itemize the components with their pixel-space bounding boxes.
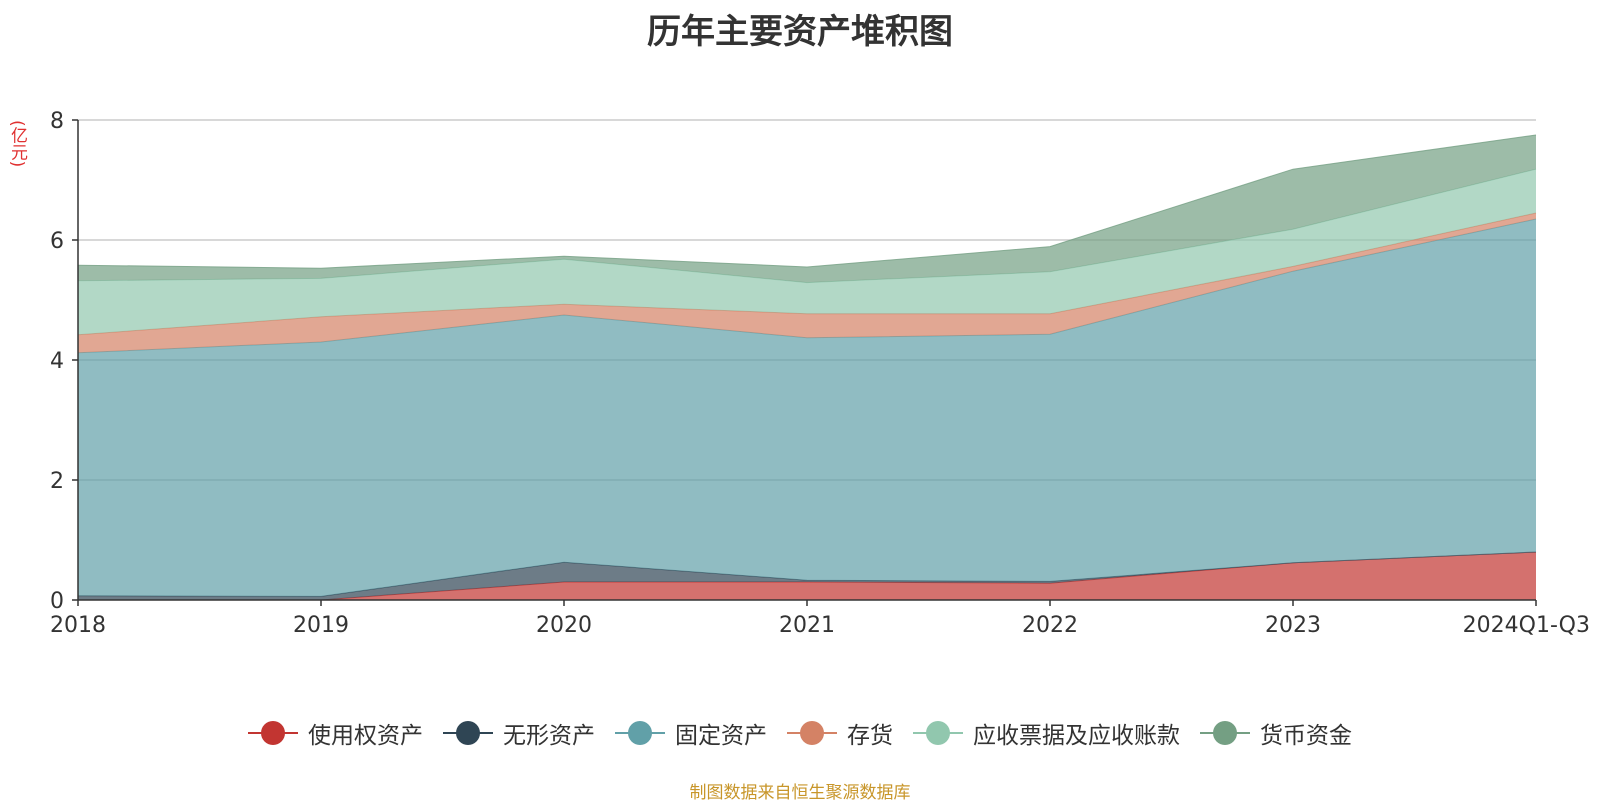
x-tick-label: 2021 [779,613,835,638]
area-series-3 [78,213,1536,353]
x-tick-label: 2018 [50,613,106,638]
x-tick-label: 2022 [1022,613,1078,638]
data-source-note: 制图数据来自恒生聚源数据库 [689,783,911,803]
legend-label: 固定资产 [675,723,767,749]
legend-item[interactable]: 存货 [787,716,893,750]
area-series-4 [78,169,1536,335]
area-series-2 [78,219,1536,597]
legend-marker-icon [1200,721,1250,745]
legend-label: 货币资金 [1260,723,1352,749]
legend-marker-icon [913,721,963,745]
area-series-1 [78,552,1536,600]
area-series-5 [78,135,1536,283]
legend-label: 使用权资产 [308,723,423,749]
area-layer [77,134,1537,601]
legend-marker-icon [787,721,837,745]
x-tick-label: 2023 [1265,613,1321,638]
legend-marker-icon [615,721,665,745]
legend-marker-icon [443,721,493,745]
legend-item[interactable]: 固定资产 [615,716,767,750]
area-series-0 [78,552,1536,600]
x-tick-label: 2024Q1-Q3 [1463,613,1590,638]
legend-item[interactable]: 货币资金 [1200,716,1352,750]
series-line-5 [77,134,1537,269]
legend-marker-icon [248,721,298,745]
y-tick-label: 0 [50,589,64,614]
y-tick-label: 6 [50,229,64,254]
chart-title: 历年主要资产堆积图 [647,12,953,52]
legend-item[interactable]: 使用权资产 [248,716,423,750]
y-axis-unit: (亿元) [7,120,27,168]
legend-label: 应收票据及应收账款 [973,723,1180,749]
legend-label: 存货 [847,723,893,749]
y-tick-label: 4 [50,349,64,374]
legend-label: 无形资产 [503,723,595,749]
y-tick-label: 8 [50,109,64,134]
legend: 使用权资产 无形资产 固定资产 存货 应收票据及应收账款 货币资金 [0,716,1600,750]
legend-item[interactable]: 无形资产 [443,716,595,750]
x-tick-label: 2020 [536,613,592,638]
y-tick-label: 2 [50,469,64,494]
legend-item[interactable]: 应收票据及应收账款 [913,716,1180,750]
x-tick-label: 2019 [293,613,349,638]
axis-layer: 0 2 4 6 8 2018 2019 2020 2021 2022 2023 2024Q1-Q3 [50,109,1590,638]
